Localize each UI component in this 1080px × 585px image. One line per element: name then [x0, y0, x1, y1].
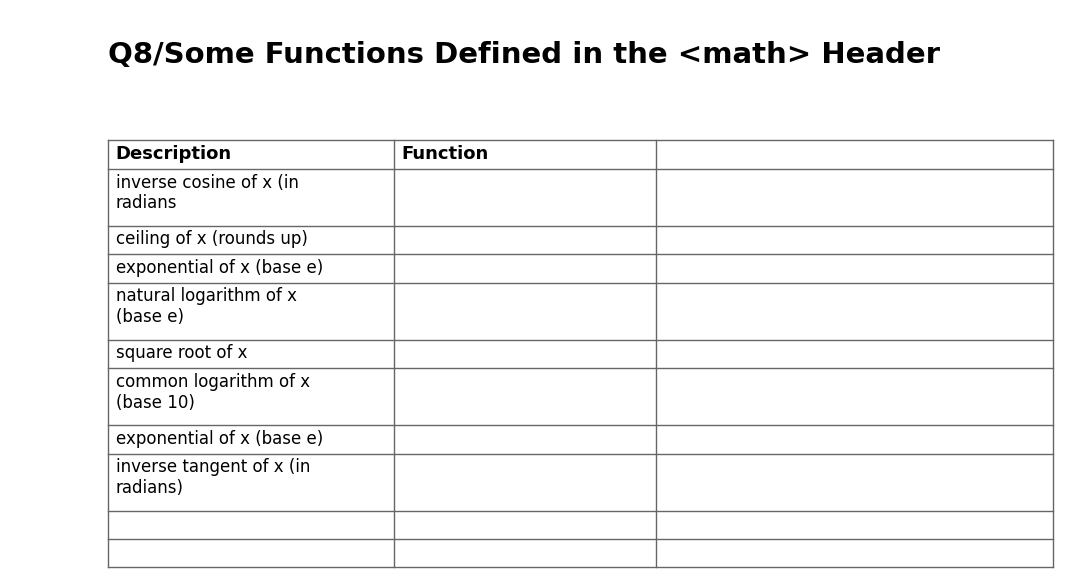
Text: exponential of x (base e): exponential of x (base e): [116, 430, 323, 448]
Text: inverse cosine of x (in
radians: inverse cosine of x (in radians: [116, 174, 298, 212]
Text: Description: Description: [116, 145, 232, 163]
Text: natural logarithm of x
(base e): natural logarithm of x (base e): [116, 287, 297, 326]
Text: common logarithm of x
(base 10): common logarithm of x (base 10): [116, 373, 310, 412]
Text: Q8/Some Functions Defined in the <math> Header: Q8/Some Functions Defined in the <math> …: [108, 41, 940, 69]
Text: square root of x: square root of x: [116, 345, 247, 362]
Text: ceiling of x (rounds up): ceiling of x (rounds up): [116, 230, 308, 249]
Text: exponential of x (base e): exponential of x (base e): [116, 259, 323, 277]
Text: inverse tangent of x (in
radians): inverse tangent of x (in radians): [116, 458, 310, 497]
Text: Function: Function: [402, 145, 489, 163]
